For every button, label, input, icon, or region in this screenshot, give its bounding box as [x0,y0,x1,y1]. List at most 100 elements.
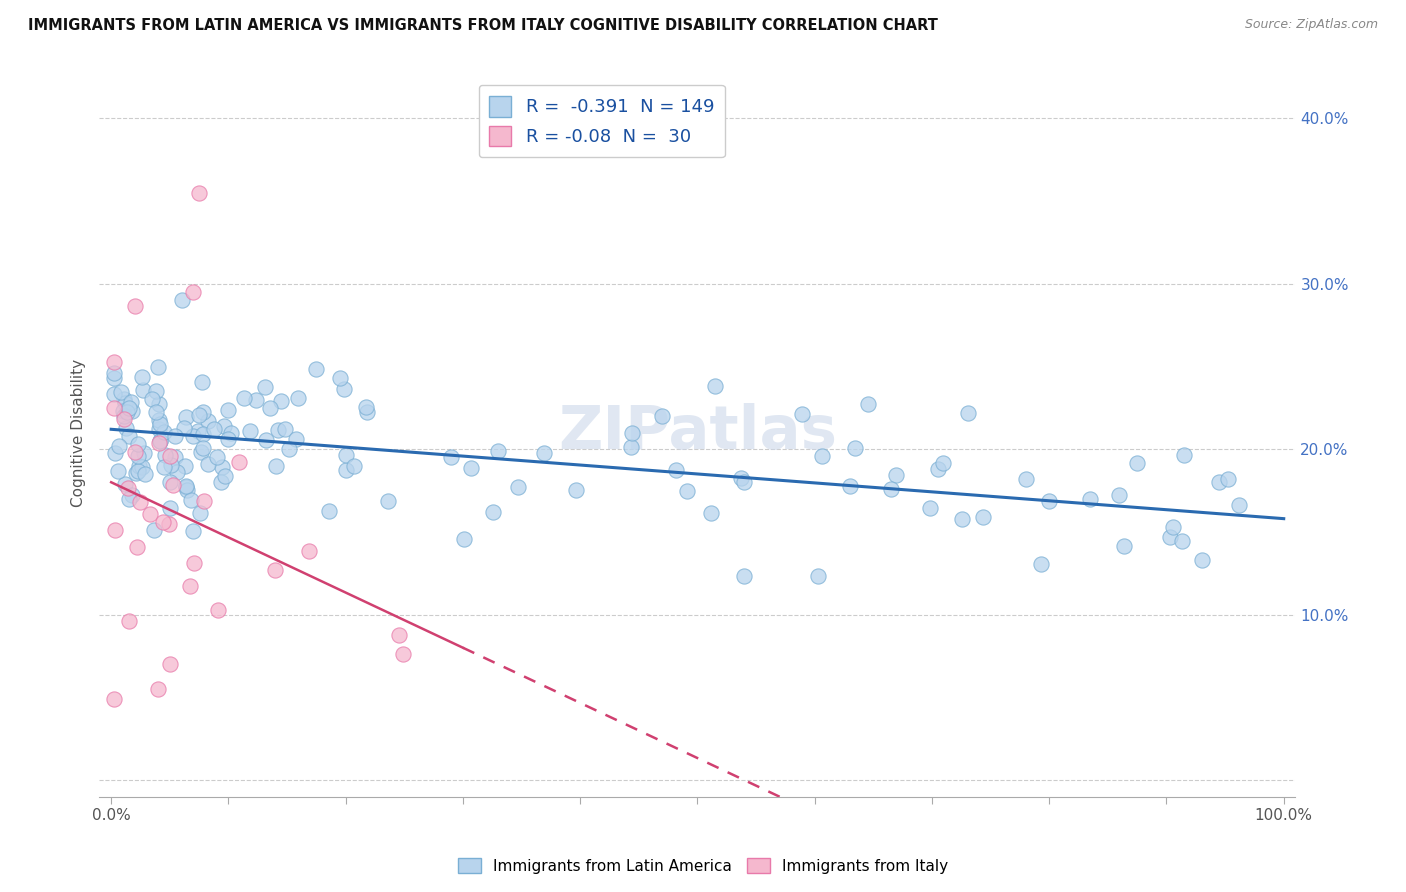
Point [486,444,509,458]
Point [254,380,277,394]
Point [159,501,181,516]
Point [166,466,188,480]
Point [174,410,197,425]
Point [197,457,219,471]
Point [343,458,366,473]
Point [148,360,170,375]
Point [287,391,309,405]
Point [107,464,129,478]
Point [176,480,198,494]
Point [460,461,482,475]
Point [191,427,214,442]
Point [214,469,236,483]
Point [143,523,166,537]
Point [392,647,415,661]
Point [134,467,156,482]
Point [217,432,239,446]
Point [187,424,209,438]
Point [354,401,377,415]
Legend: Immigrants from Latin America, Immigrants from Italy: Immigrants from Latin America, Immigrant… [451,852,955,880]
Point [112,412,135,426]
Point [1216,472,1239,486]
Point [174,459,197,474]
Point [153,448,176,462]
Point [148,413,170,427]
Point [1112,539,1135,553]
Point [110,384,132,399]
Point [127,541,149,555]
Point [118,614,141,628]
Point [121,404,143,418]
Point [121,488,143,502]
Point [188,408,211,422]
Point [1015,472,1038,486]
Point [880,483,903,497]
Point [149,434,172,449]
Point [278,442,301,456]
Point [1078,492,1101,507]
Point [129,495,152,509]
Point [103,401,125,416]
Point [197,414,219,428]
Point [267,423,290,437]
Point [114,477,136,491]
Point [810,449,832,463]
Point [388,628,411,642]
Point [1208,475,1230,489]
Point [233,392,256,406]
Point [1108,488,1130,502]
Point [482,506,505,520]
Point [621,426,644,441]
Point [193,441,215,455]
Point [145,384,167,398]
Point [111,404,134,418]
Point [264,563,287,577]
Point [179,579,201,593]
Point [1161,520,1184,534]
Point [149,434,172,449]
Point [114,420,136,434]
Point [264,458,287,473]
Point [1191,553,1213,567]
Point [273,422,295,436]
Point [651,409,673,423]
Text: Source: ZipAtlas.com: Source: ZipAtlas.com [1244,18,1378,31]
Point [118,429,141,443]
Point [202,422,225,436]
Point [1227,498,1250,512]
Point [127,465,149,479]
Point [239,424,262,438]
Point [211,460,233,475]
Point [209,475,232,489]
Legend: R =  -0.391  N = 149, R = -0.08  N =  30: R = -0.391 N = 149, R = -0.08 N = 30 [478,85,725,157]
Point [181,524,204,538]
Point [807,569,830,583]
Point [104,523,127,537]
Point [790,407,813,421]
Point [103,387,125,401]
Point [162,478,184,492]
Point [159,657,181,672]
Point [932,456,955,470]
Point [453,532,475,546]
Point [149,417,172,431]
Point [259,401,281,415]
Point [957,406,980,420]
Point [356,405,378,419]
Point [148,422,170,436]
Point [219,426,242,441]
Point [173,421,195,435]
Y-axis label: Cognitive Disability: Cognitive Disability [72,359,86,507]
Point [181,429,204,443]
Text: ZIPatlas: ZIPatlas [558,403,837,462]
Point [127,449,149,463]
Point [335,448,357,462]
Point [329,370,352,384]
Point [128,458,150,473]
Point [112,409,135,423]
Point [120,394,142,409]
Point [148,435,170,450]
Point [124,445,146,459]
Point [141,392,163,407]
Point [174,478,197,492]
